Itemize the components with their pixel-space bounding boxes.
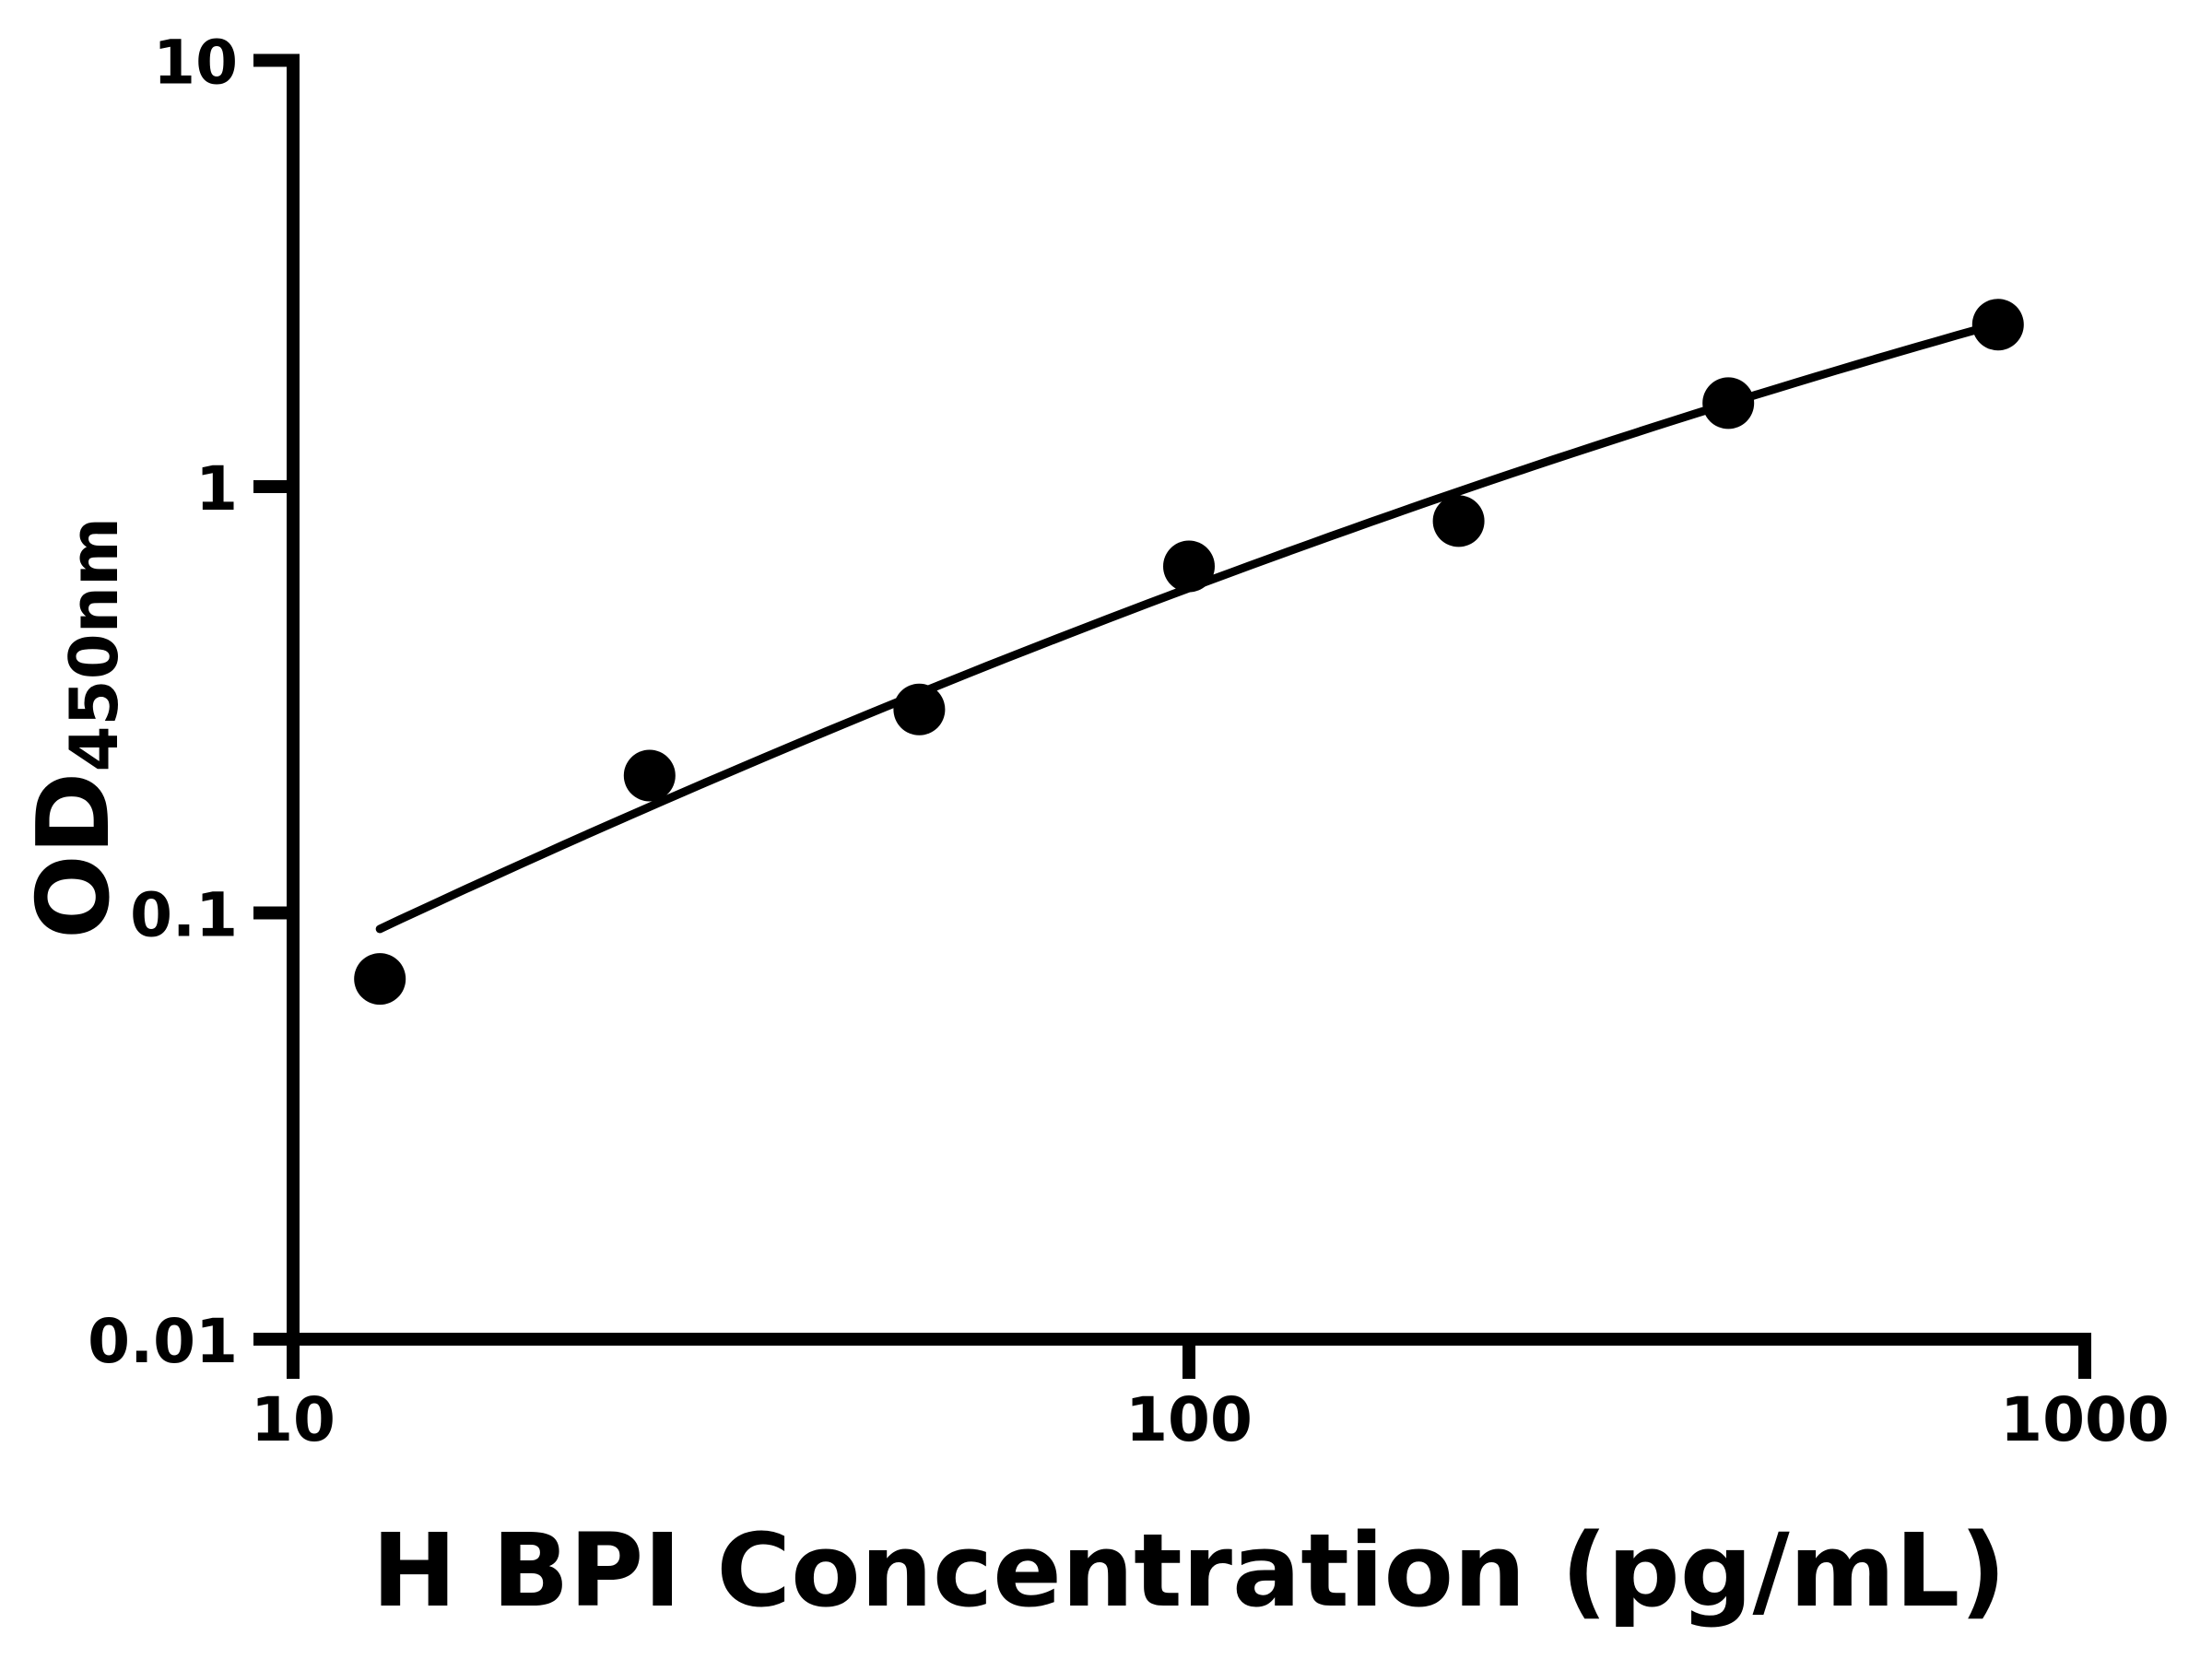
x-tick-label: 10: [251, 1384, 335, 1455]
data-point: [354, 953, 406, 1006]
y-tick-label: 0.1: [130, 880, 238, 951]
y-tick-label: 10: [153, 28, 238, 99]
y-tick-label: 1: [195, 453, 238, 524]
y-axis-title-sub: 450nm: [55, 517, 133, 772]
data-point: [1163, 540, 1215, 593]
y-tick-label: 0.01: [88, 1306, 238, 1377]
data-point: [1971, 299, 2024, 351]
data-point: [893, 683, 946, 735]
data-point: [623, 749, 676, 802]
y-axis-title: OD450nm: [17, 517, 133, 939]
fit-curve-line: [375, 319, 2003, 934]
data-point: [1702, 377, 1755, 429]
y-axis-title-main: OD: [17, 772, 132, 939]
data-point: [1432, 495, 1485, 547]
x-axis-title: H BPI Concentration (pg/mL): [371, 1512, 2006, 1630]
x-tick-label: 100: [1125, 1384, 1253, 1455]
x-tick-label: 1000: [2000, 1384, 2170, 1455]
